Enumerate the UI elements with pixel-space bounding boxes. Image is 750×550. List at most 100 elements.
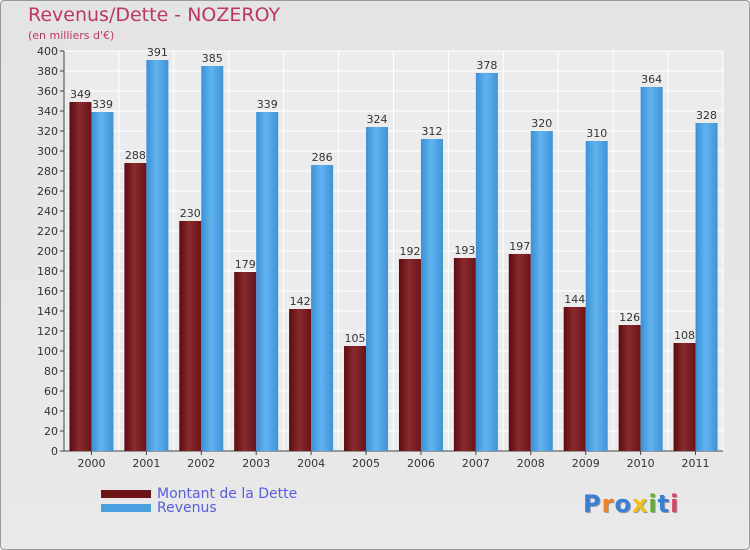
chart-subtitle: (en milliers d'€) — [28, 29, 115, 42]
proxiti-logo: Proxiti — [583, 490, 679, 518]
x-tick-label: 2005 — [352, 457, 380, 470]
bar-revenus — [201, 66, 224, 451]
bar-revenus — [146, 60, 169, 451]
data-label-dette: 142 — [290, 295, 311, 308]
y-tick-label: 20 — [44, 425, 58, 438]
x-tick-label: 2007 — [462, 457, 490, 470]
bar-revenus — [366, 127, 389, 451]
data-labels: 3493392883912303851793391422861053241923… — [70, 46, 717, 345]
data-label-dette: 105 — [345, 332, 366, 345]
logo-letter: r — [601, 490, 615, 518]
bar-dette — [453, 258, 476, 451]
data-label-revenus: 385 — [202, 52, 223, 65]
x-tick-label: 2000 — [77, 457, 105, 470]
y-tick-label: 280 — [37, 165, 58, 178]
y-tick-label: 240 — [37, 205, 58, 218]
chart-title: Revenus/Dette - NOZEROY — [28, 4, 281, 26]
bar-dette — [673, 343, 696, 451]
data-label-revenus: 378 — [476, 59, 497, 72]
data-label-dette: 192 — [399, 245, 420, 258]
y-tick-label: 40 — [44, 405, 58, 418]
bar-dette — [508, 254, 531, 451]
y-tick-label: 400 — [37, 45, 58, 58]
y-tick-label: 180 — [37, 265, 58, 278]
legend-swatch-dette — [101, 490, 151, 498]
bar-revenus — [91, 112, 114, 451]
x-tick-label: 2003 — [242, 457, 270, 470]
data-label-revenus: 312 — [421, 125, 442, 138]
y-tick-label: 160 — [37, 285, 58, 298]
data-label-dette: 230 — [180, 207, 201, 220]
y-tick-label: 120 — [37, 325, 58, 338]
data-label-revenus: 310 — [586, 127, 607, 140]
y-tick-label: 220 — [37, 225, 58, 238]
bar-revenus — [585, 141, 608, 451]
logo-letter: P — [583, 490, 602, 518]
bars — [69, 60, 718, 451]
legend: Montant de la Dette Revenus — [101, 486, 298, 516]
data-label-dette: 126 — [619, 311, 640, 324]
data-label-dette: 197 — [509, 240, 530, 253]
data-label-dette: 193 — [454, 244, 475, 257]
logo-letter: o — [614, 490, 632, 518]
logo-letter: t — [657, 490, 671, 518]
legend-swatch-revenus — [101, 504, 151, 512]
y-tick-label: 320 — [37, 125, 58, 138]
y-tick-label: 200 — [37, 245, 58, 258]
data-label-revenus: 320 — [531, 117, 552, 130]
x-tick-label: 2004 — [297, 457, 325, 470]
x-tick-label: 2010 — [627, 457, 655, 470]
data-label-dette: 144 — [564, 293, 585, 306]
y-tick-label: 380 — [37, 65, 58, 78]
y-tick-label: 0 — [51, 445, 58, 458]
logo-letter: i — [648, 490, 658, 518]
logo-letter: i — [670, 490, 680, 518]
bar-revenus — [311, 165, 334, 451]
x-tick-label: 2001 — [132, 457, 160, 470]
bar-revenus — [695, 123, 718, 451]
bar-dette — [234, 272, 257, 451]
data-label-revenus: 324 — [367, 113, 388, 126]
bar-dette — [563, 307, 586, 451]
bar-revenus — [420, 139, 443, 451]
bar-dette — [344, 346, 367, 451]
bar-revenus — [640, 87, 663, 451]
bar-dette — [398, 259, 421, 451]
y-tick-label: 80 — [44, 365, 58, 378]
legend-item-dette: Montant de la Dette — [101, 486, 298, 502]
x-tick-label: 2011 — [682, 457, 710, 470]
bar-dette — [179, 221, 202, 451]
y-tick-label: 60 — [44, 385, 58, 398]
y-tick-label: 260 — [37, 185, 58, 198]
data-label-dette: 349 — [70, 88, 91, 101]
grid-lines — [63, 50, 724, 452]
bar-revenus — [530, 131, 553, 451]
legend-item-revenus: Revenus — [101, 500, 297, 516]
bar-dette — [69, 102, 92, 451]
logo-letter: x — [631, 490, 649, 518]
data-label-dette: 179 — [235, 258, 256, 271]
axes: 0 20 40 60 80 100 120 140 160 180 200 220 240 260 280 3… — [37, 45, 723, 470]
data-label-dette: 288 — [125, 149, 146, 162]
data-label-revenus: 391 — [147, 46, 168, 59]
y-tick-label: 140 — [37, 305, 58, 318]
y-tick-label: 300 — [37, 145, 58, 158]
bar-dette — [289, 309, 312, 451]
bar-revenus — [256, 112, 279, 451]
data-label-revenus: 364 — [641, 73, 662, 86]
x-tick-label: 2006 — [407, 457, 435, 470]
y-tick-label: 340 — [37, 105, 58, 118]
data-label-revenus: 339 — [92, 98, 113, 111]
data-label-revenus: 286 — [312, 151, 333, 164]
legend-label-dette: Montant de la Dette — [157, 486, 298, 502]
legend-label-revenus: Revenus — [157, 500, 217, 516]
y-tick-label: 100 — [37, 345, 58, 358]
data-label-dette: 108 — [674, 329, 695, 342]
x-tick-label: 2008 — [517, 457, 545, 470]
y-tick-label: 360 — [37, 85, 58, 98]
x-tick-label: 2002 — [187, 457, 215, 470]
data-label-revenus: 328 — [696, 109, 717, 122]
x-tick-label: 2009 — [572, 457, 600, 470]
